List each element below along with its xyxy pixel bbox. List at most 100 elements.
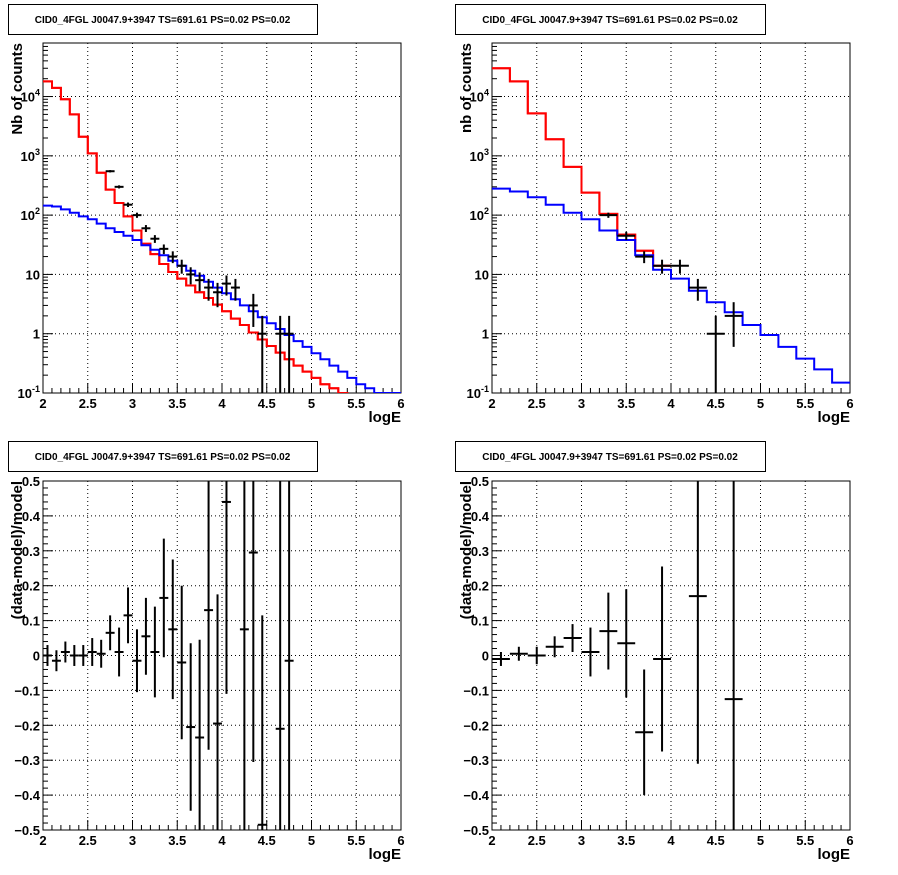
x-tick-label: 2 <box>488 396 495 411</box>
y-axis-label: (data-model)/model <box>458 481 475 619</box>
data-point <box>706 315 725 393</box>
x-tick-label: 6 <box>397 833 404 848</box>
x-axis-label: logE <box>818 409 851 426</box>
x-tick-label: 2 <box>488 833 495 848</box>
data-point <box>177 259 187 274</box>
x-axis-ticks <box>42 820 402 830</box>
data-point <box>275 481 285 830</box>
y-axis-label: nb of counts <box>458 43 475 133</box>
title-box <box>455 441 766 472</box>
plot-frame <box>491 480 851 831</box>
y-tick-label: −0.5 <box>463 823 489 838</box>
data-point <box>123 202 133 208</box>
x-tick-label: 5.5 <box>347 396 365 411</box>
data-point <box>204 481 214 750</box>
y-tick-label: −0.4 <box>14 788 40 803</box>
data-point <box>69 645 79 666</box>
x-tick-label: 3.5 <box>617 833 635 848</box>
plot-frame <box>491 42 851 394</box>
chart-title: CID0_4FGL J0047.9+3947 TS=691.61 PS=0.02… <box>482 452 738 463</box>
chart-title: CID0_4FGL J0047.9+3947 TS=691.61 PS=0.02… <box>35 15 291 26</box>
data-point <box>78 645 88 666</box>
data-point <box>563 624 582 653</box>
y-axis-label: Nb of counts <box>9 43 26 135</box>
data-point <box>257 615 267 830</box>
y-axis-ticks <box>492 42 502 394</box>
y-axis-ticks <box>43 42 53 394</box>
data-point <box>213 594 222 830</box>
plot-frame <box>42 480 402 831</box>
y-tick-label: 104 <box>21 88 40 105</box>
x-tick-label: 3 <box>578 833 585 848</box>
data-point <box>141 225 151 232</box>
x-tick-label: 6 <box>846 833 853 848</box>
data-point <box>195 639 205 830</box>
y-tick-label: 0.2 <box>471 579 489 594</box>
data-point <box>222 275 231 296</box>
data-point <box>213 282 222 308</box>
x-tick-label: 5.5 <box>347 833 365 848</box>
data-point <box>688 278 707 301</box>
x-tick-label: 5.5 <box>796 396 814 411</box>
x-tick-label: 2 <box>39 396 46 411</box>
x-tick-label: 2.5 <box>528 833 546 848</box>
y-tick-label: 0.3 <box>22 544 40 559</box>
title-box <box>8 441 318 472</box>
data-point <box>248 293 258 327</box>
chart-title: CID0_4FGL J0047.9+3947 TS=691.61 PS=0.02… <box>482 15 738 26</box>
x-tick-label: 5.5 <box>796 833 814 848</box>
data-point <box>599 212 618 218</box>
data-point <box>509 646 528 661</box>
plot-area <box>43 80 401 393</box>
data-point <box>195 272 205 292</box>
data-point <box>177 585 187 740</box>
title-box <box>455 4 766 35</box>
data-point <box>186 267 196 285</box>
y-tick-label: 0.2 <box>22 579 40 594</box>
x-axis-label: logE <box>818 846 851 863</box>
x-tick-label: 6 <box>846 396 853 411</box>
x-tick-label: 4.5 <box>707 396 725 411</box>
data-point <box>132 629 142 693</box>
title-box <box>8 4 318 35</box>
y-tick-label: −0.5 <box>14 823 40 838</box>
x-tick-label: 6 <box>397 396 404 411</box>
y-tick-label: −0.3 <box>14 753 40 768</box>
x-axis-label: logE <box>369 409 402 426</box>
data-point <box>545 636 564 658</box>
data-point <box>60 641 70 663</box>
data-point <box>132 212 142 218</box>
residuals-left-panel: 2 2.5 3 3.5 4 4.5 5 5.5 6 −0.5 −0.4 −0.3 −0.2 −0.1 0 0.… <box>8 441 405 863</box>
counts-left-panel: 2 2.5 3 3.5 4 4.5 5 5.5 6 10-1 1 10 102 103 104 logE Nb … <box>8 4 405 426</box>
data-point <box>653 566 671 752</box>
x-tick-label: 4.5 <box>258 396 276 411</box>
y-tick-label: 0.4 <box>471 509 490 524</box>
y-tick-label: 0 <box>33 649 40 664</box>
y-tick-label: −0.2 <box>14 718 40 733</box>
y-axis-ticks <box>43 480 53 831</box>
plot-area <box>492 67 850 393</box>
data-point <box>671 259 689 274</box>
data-point <box>222 481 231 694</box>
y-tick-label: 1 <box>482 327 489 342</box>
data-point <box>43 645 52 666</box>
y-tick-label: 102 <box>21 206 40 223</box>
data-point <box>527 646 546 665</box>
data-point <box>492 652 510 666</box>
x-axis-label: logE <box>369 846 402 863</box>
data-point <box>230 278 240 301</box>
y-tick-label: 102 <box>470 206 489 223</box>
y-tick-label: −0.3 <box>463 753 489 768</box>
data-point <box>141 597 151 675</box>
data-point <box>51 650 61 672</box>
y-tick-label: 10-1 <box>18 384 40 401</box>
y-tick-label: 103 <box>21 147 40 164</box>
data-point <box>159 244 169 255</box>
y-tick-label: 0.1 <box>22 614 40 629</box>
x-tick-label: 5 <box>308 833 315 848</box>
background-model-step-line <box>492 187 850 384</box>
y-tick-label: 104 <box>470 88 489 105</box>
data-point <box>284 481 294 830</box>
data-point <box>248 481 258 762</box>
x-tick-label: 4 <box>667 833 675 848</box>
